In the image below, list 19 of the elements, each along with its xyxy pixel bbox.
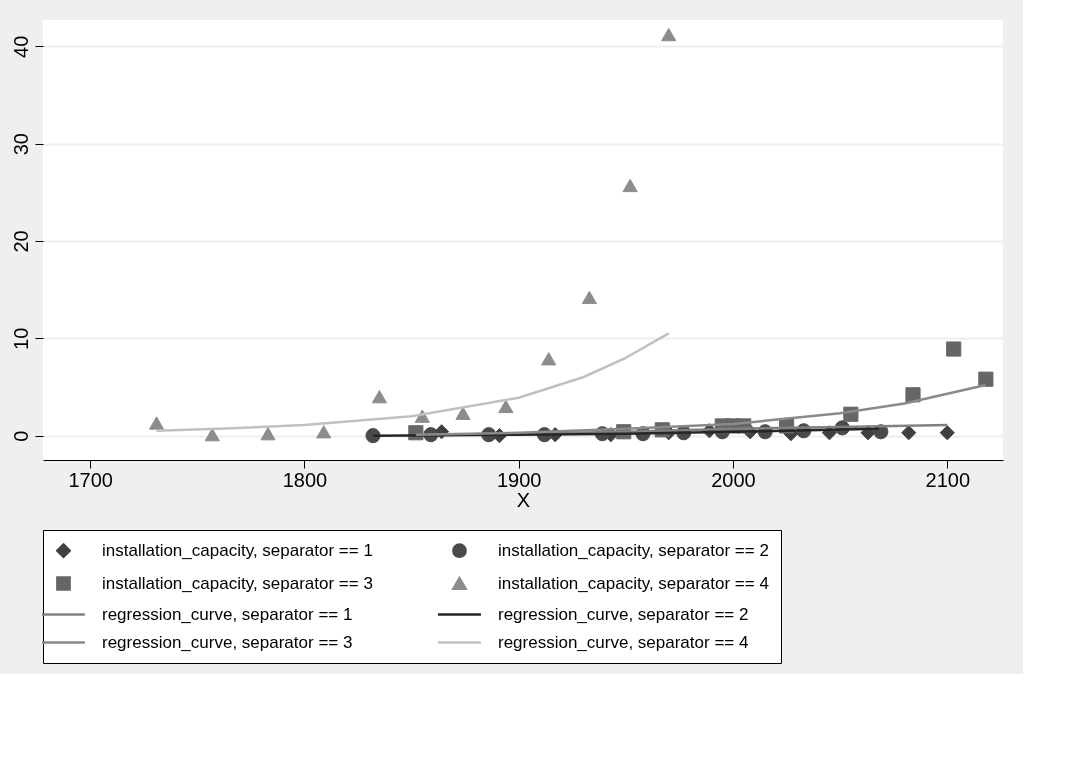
- x-tick-label: 1700: [68, 468, 113, 491]
- y-tick-label: 10: [9, 327, 32, 350]
- x-tick-label: 2100: [925, 468, 971, 491]
- legend-label: installation_capacity, separator == 1: [102, 540, 373, 560]
- x-tick-label: 2000: [711, 468, 756, 491]
- x-tick-label: 1800: [282, 468, 328, 491]
- legend-label: installation_capacity, separator == 3: [102, 573, 373, 593]
- legend-label: regression_curve, separator == 1: [102, 604, 353, 624]
- legend-label: installation_capacity, separator == 4: [498, 573, 769, 593]
- legend-label: regression_curve, separator == 2: [498, 604, 749, 624]
- legend-label: regression_curve, separator == 3: [102, 632, 353, 652]
- legend-label: installation_capacity, separator == 2: [498, 540, 769, 560]
- y-tick-label: 0: [9, 430, 32, 442]
- legend-label: regression_curve, separator == 4: [498, 632, 749, 652]
- y-tick-label: 40: [9, 35, 32, 58]
- y-tick-label: 20: [9, 230, 32, 253]
- x-axis-title: X: [516, 488, 531, 511]
- x-tick-label: 1900: [496, 468, 542, 491]
- y-tick-label: 30: [9, 133, 32, 156]
